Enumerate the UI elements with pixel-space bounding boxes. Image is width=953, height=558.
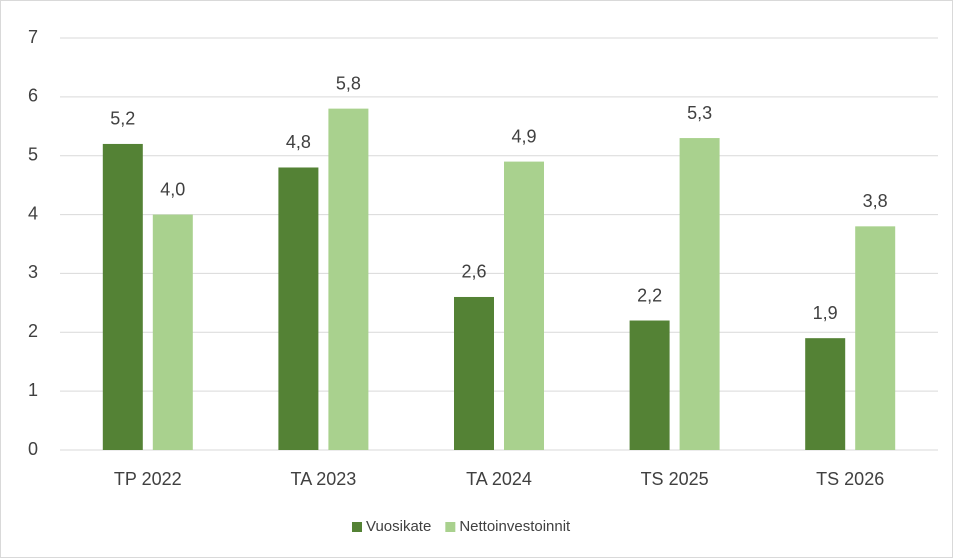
value-label: 3,8 — [863, 191, 888, 211]
y-tick-label: 1 — [28, 380, 38, 400]
bar — [504, 161, 544, 450]
bar — [152, 214, 193, 450]
value-label: 2,2 — [637, 285, 662, 305]
bar — [454, 296, 494, 450]
value-label: 4,9 — [511, 126, 536, 146]
value-label: 2,6 — [461, 262, 486, 282]
legend-swatch — [445, 522, 456, 532]
bar — [855, 226, 896, 450]
value-label: 5,8 — [336, 73, 361, 93]
y-tick-label: 7 — [28, 27, 38, 47]
y-tick-label: 4 — [28, 203, 38, 223]
legend-swatch — [352, 522, 362, 532]
y-tick-label: 5 — [28, 144, 38, 164]
value-label: 4,0 — [160, 179, 185, 199]
x-tick-label: TS 2025 — [641, 469, 709, 489]
y-tick-label: 0 — [28, 439, 38, 459]
value-label: 5,2 — [110, 109, 135, 129]
bar — [805, 338, 846, 450]
bar — [679, 138, 720, 451]
y-tick-label: 2 — [28, 321, 38, 341]
value-label: 5,3 — [687, 103, 712, 123]
bar — [629, 320, 670, 450]
value-label: 4,8 — [286, 132, 311, 152]
legend-label: Vuosikate — [366, 518, 431, 535]
bar — [278, 167, 319, 450]
y-tick-label: 6 — [28, 86, 38, 106]
legend-label: Nettoinvestoinnit — [459, 518, 571, 535]
x-tick-label: TA 2024 — [466, 469, 532, 489]
x-tick-label: TS 2026 — [816, 469, 884, 489]
y-tick-label: 3 — [28, 262, 38, 282]
bar — [328, 108, 369, 450]
x-tick-label: TA 2023 — [291, 469, 357, 489]
bar — [102, 143, 143, 450]
x-tick-label: TP 2022 — [114, 469, 182, 489]
value-label: 1,9 — [813, 303, 838, 323]
